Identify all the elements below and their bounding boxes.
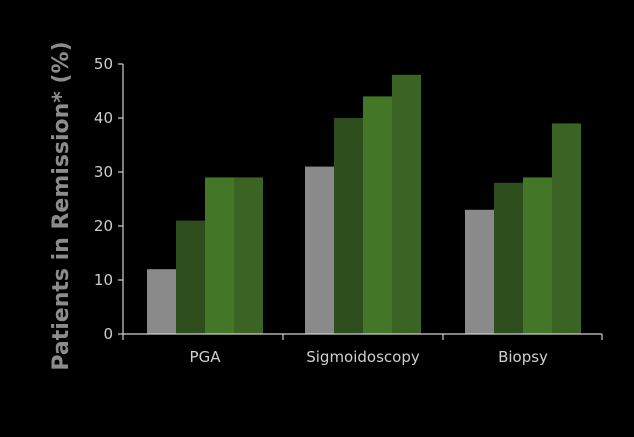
y-tick-label-30: 30 <box>94 163 113 181</box>
bar-sigmoidoscopy-series-1 <box>305 166 334 334</box>
bar-pga-series-2 <box>176 220 205 334</box>
y-tick-label-0: 0 <box>103 325 113 343</box>
bar-pga-series-3 <box>205 177 234 334</box>
bar-sigmoidoscopy-series-2 <box>334 118 363 334</box>
y-axis-title: Patients in Remission* (%) <box>49 41 74 370</box>
bar-pga-series-1 <box>147 269 176 334</box>
bar-biopsy-series-2 <box>494 182 523 334</box>
category-label-sigmoidoscopy: Sigmoidoscopy <box>306 348 420 366</box>
bar-biopsy-series-3 <box>523 177 552 334</box>
bars-group <box>147 74 581 335</box>
category-label-biopsy: Biopsy <box>498 348 548 366</box>
y-tick-label-40: 40 <box>94 109 113 127</box>
bar-pga-series-4 <box>234 177 263 334</box>
bar-biopsy-series-1 <box>465 209 494 334</box>
bar-biopsy-series-4 <box>552 123 581 335</box>
y-tick-label-20: 20 <box>94 217 113 235</box>
bar-sigmoidoscopy-series-3 <box>363 96 392 335</box>
axes-group: 0 10 20 30 40 50 PGA Sigmoidoscopy Biopsy <box>94 55 603 366</box>
y-tick-label-10: 10 <box>94 271 113 289</box>
category-label-pga: PGA <box>190 348 222 366</box>
bar-sigmoidoscopy-series-4 <box>392 74 421 335</box>
y-tick-label-50: 50 <box>94 55 113 73</box>
